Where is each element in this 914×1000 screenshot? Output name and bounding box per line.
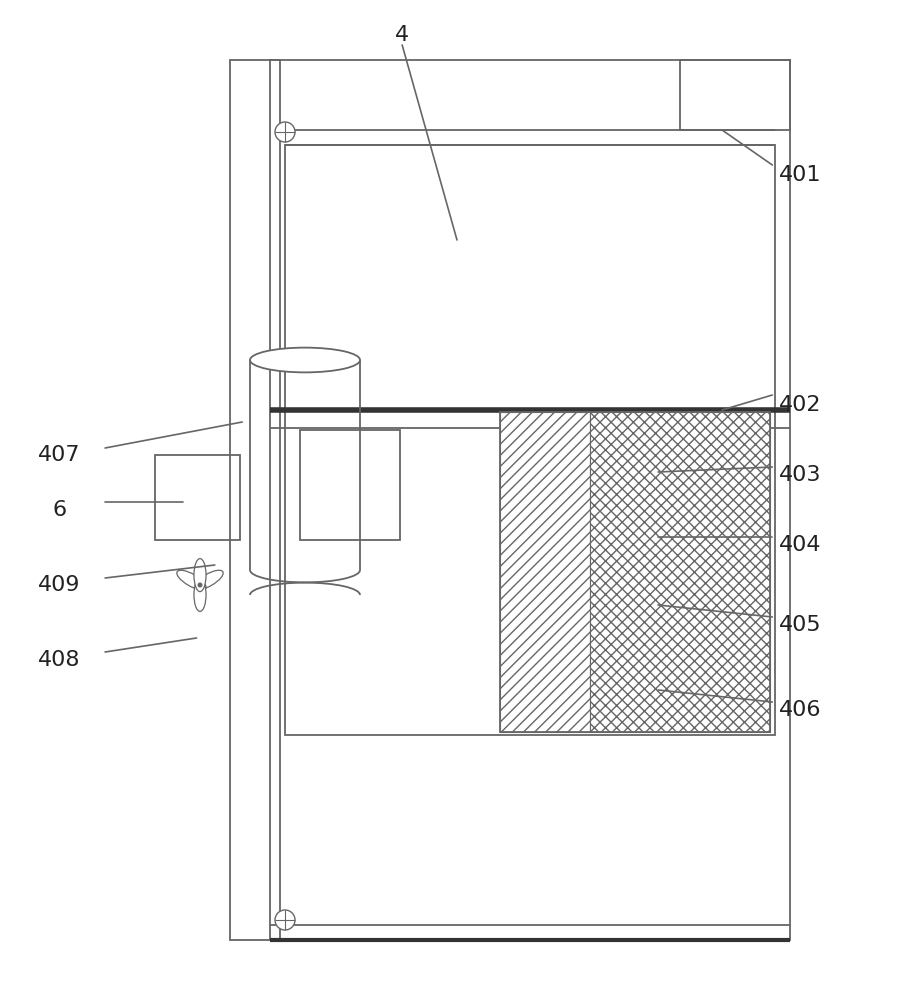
Text: 409: 409 (38, 575, 80, 595)
Text: 405: 405 (779, 615, 821, 635)
Bar (155, 455, 240, 540)
Text: 401: 401 (779, 165, 821, 185)
Ellipse shape (194, 578, 206, 611)
Bar (300, 430, 400, 540)
Bar (285, 410, 775, 735)
Ellipse shape (194, 559, 206, 592)
Ellipse shape (176, 570, 206, 590)
Text: 408: 408 (38, 650, 80, 670)
Text: 404: 404 (779, 535, 821, 555)
Bar (285, 145, 775, 410)
Bar (230, 60, 280, 940)
Text: 4: 4 (395, 25, 409, 45)
Ellipse shape (275, 910, 295, 930)
Ellipse shape (250, 348, 360, 372)
Bar (590, 412, 770, 732)
Text: 402: 402 (779, 395, 821, 415)
Ellipse shape (197, 582, 203, 587)
Text: 407: 407 (38, 445, 80, 465)
Bar (270, 60, 790, 940)
Text: 6: 6 (52, 500, 67, 520)
Ellipse shape (275, 122, 295, 142)
Text: 403: 403 (779, 465, 821, 485)
Ellipse shape (194, 570, 223, 590)
Bar (500, 412, 590, 732)
Bar (680, 60, 790, 130)
Bar (500, 412, 770, 732)
Text: 406: 406 (779, 700, 821, 720)
